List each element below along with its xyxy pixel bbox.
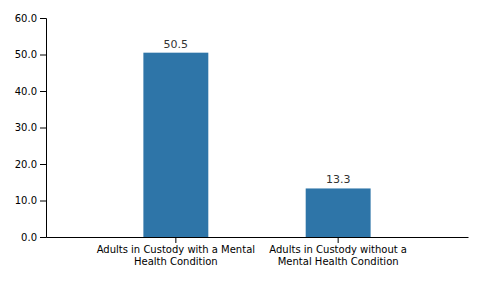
y-tick-label: 30.0 <box>15 122 37 133</box>
data-labels: 50.5 13.3 <box>164 38 351 187</box>
plot: 0.0 10.0 20.0 30.0 40.0 50.0 60.0 Adults in Cus… <box>15 13 469 267</box>
x-tick-label: Adults in Custody with a MentalHealth Co… <box>97 244 255 267</box>
y-tick-label: 40.0 <box>15 86 37 97</box>
y-tick: 50.0 <box>15 49 46 60</box>
y-tick-label: 60.0 <box>15 13 37 24</box>
y-tick: 40.0 <box>15 86 46 97</box>
chart: 0.0 10.0 20.0 30.0 40.0 50.0 60.0 Adults in Cus… <box>0 0 480 281</box>
bars <box>143 53 370 237</box>
y-tick: 10.0 <box>15 195 46 206</box>
y-tick: 60.0 <box>15 13 46 24</box>
y-tick-mark <box>40 55 46 56</box>
x-tick-label-line: Adults in Custody with a Mental <box>97 244 255 255</box>
x-tick-mark <box>338 237 339 243</box>
y-tick: 30.0 <box>15 122 46 133</box>
y-tick-mark <box>40 201 46 202</box>
x-axis-line <box>47 237 469 238</box>
x-tick-mark <box>175 237 176 243</box>
data-label: 13.3 <box>326 173 351 186</box>
data-label: 50.5 <box>164 38 189 51</box>
bar <box>306 188 371 237</box>
y-tick-mark <box>40 18 46 19</box>
y-tick-label: 10.0 <box>15 195 37 206</box>
y-tick-mark <box>40 91 46 92</box>
x-tick-label-line: Health Condition <box>134 256 218 267</box>
bar <box>143 53 208 237</box>
y-tick-mark <box>40 128 46 129</box>
x-tick-label: Adults in Custody without aMental Health… <box>269 244 407 267</box>
y-axis: 0.0 10.0 20.0 30.0 40.0 50.0 60.0 <box>15 13 47 243</box>
x-tick-label-line: Adults in Custody without a <box>269 244 407 255</box>
y-tick: 20.0 <box>15 159 46 170</box>
x-tick: Adults in Custody without aMental Health… <box>269 237 407 267</box>
y-tick-label: 20.0 <box>15 159 37 170</box>
x-tick-label-line: Mental Health Condition <box>278 256 399 267</box>
y-tick-mark <box>40 237 46 238</box>
y-tick-label: 0.0 <box>21 232 37 243</box>
y-tick: 0.0 <box>21 232 46 243</box>
x-axis: Adults in Custody with a MentalHealth Co… <box>47 237 469 267</box>
y-tick-mark <box>40 164 46 165</box>
y-tick-label: 50.0 <box>15 49 37 60</box>
x-tick: Adults in Custody with a MentalHealth Co… <box>97 237 255 267</box>
y-axis-line <box>40 19 47 238</box>
